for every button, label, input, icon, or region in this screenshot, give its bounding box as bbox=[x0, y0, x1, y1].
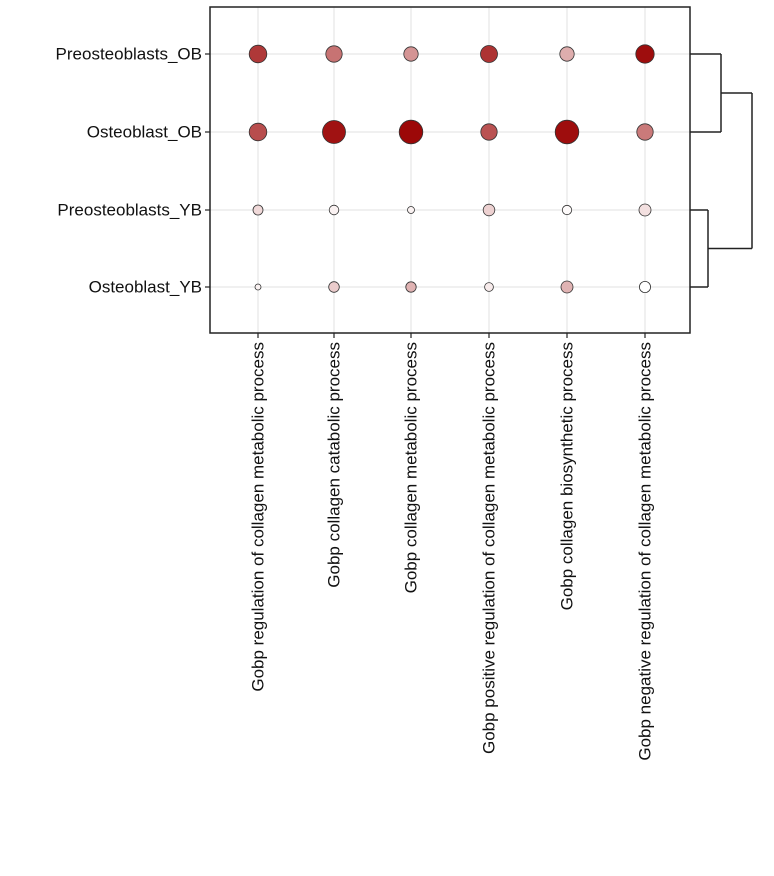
dot-layer bbox=[248, 44, 655, 294]
dot-0-2 bbox=[403, 46, 419, 62]
y-tick-label: Preosteoblasts_OB bbox=[56, 45, 202, 64]
dot-2-0 bbox=[252, 204, 264, 216]
y-axis-ticks: Preosteoblasts_OB Osteoblast_OB Preosteobl… bbox=[56, 45, 210, 297]
x-axis-ticks: Gobp regulation of collagen metabolic pr… bbox=[249, 333, 655, 761]
x-tick-label: Gobp collagen biosynthetic process bbox=[558, 342, 577, 610]
dot-0-0 bbox=[248, 44, 268, 64]
x-tick-label: Gobp collagen metabolic process bbox=[402, 342, 421, 593]
dot-2-2 bbox=[407, 206, 415, 214]
dot-3-2 bbox=[405, 281, 417, 293]
dot-3-5 bbox=[639, 280, 652, 293]
plot-panel-border bbox=[209, 6, 691, 334]
y-tick-label: Osteoblast_OB bbox=[87, 123, 202, 142]
dot-0-3 bbox=[480, 45, 498, 63]
dot-3-3 bbox=[484, 282, 494, 292]
row-dendrogram bbox=[690, 53, 753, 288]
dot-0-5 bbox=[635, 44, 655, 64]
dot-2-5 bbox=[638, 203, 652, 217]
dot-1-4 bbox=[554, 119, 580, 145]
dot-1-0 bbox=[248, 122, 268, 142]
x-tick-label: Gobp positive regulation of collagen met… bbox=[480, 342, 499, 754]
dot-3-1 bbox=[328, 281, 340, 293]
x-tick-label: Gobp regulation of collagen metabolic pr… bbox=[249, 342, 268, 692]
x-tick-label: Gobp negative regulation of collagen met… bbox=[636, 342, 655, 761]
dot-2-3 bbox=[482, 203, 496, 217]
dot-0-4 bbox=[559, 46, 575, 62]
dot-0-1 bbox=[325, 45, 343, 63]
dot-1-2 bbox=[398, 119, 424, 145]
dot-2-1 bbox=[328, 204, 340, 216]
grid-lines bbox=[210, 7, 690, 333]
dot-3-4 bbox=[560, 280, 574, 294]
x-tick-label: Gobp collagen catabolic process bbox=[325, 342, 344, 588]
y-tick-label: Preosteoblasts_YB bbox=[57, 201, 202, 220]
dot-1-5 bbox=[636, 123, 654, 141]
dot-1-1 bbox=[322, 120, 346, 144]
dot-3-0 bbox=[254, 283, 262, 291]
dot-2-4 bbox=[561, 204, 573, 216]
dot-1-3 bbox=[480, 123, 498, 141]
y-tick-label: Osteoblast_YB bbox=[89, 278, 202, 297]
